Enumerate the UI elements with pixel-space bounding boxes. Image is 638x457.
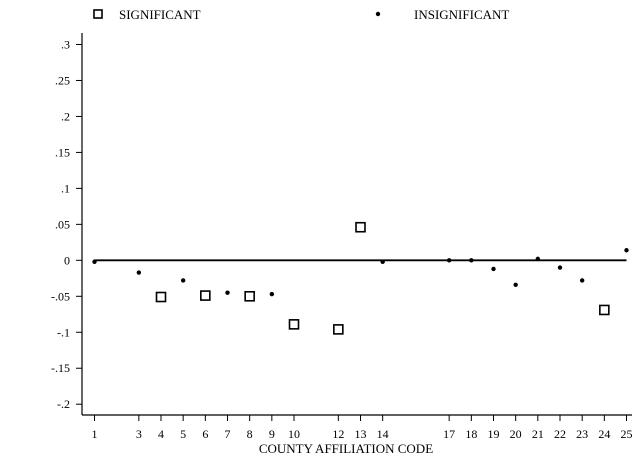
x-tick-label: 20	[510, 427, 522, 441]
y-tick-label: .1	[61, 181, 70, 195]
x-tick-label: 6	[202, 427, 208, 441]
x-tick-label: 1	[92, 427, 98, 441]
insignificant-point	[180, 278, 186, 283]
insignificant-point	[225, 290, 230, 295]
x-tick-label: 25	[621, 427, 633, 441]
y-tick-label: .05	[55, 217, 70, 231]
significant-point	[599, 304, 610, 316]
y-tick-label: -.1	[57, 325, 70, 339]
x-tick-label: 17	[443, 427, 455, 441]
x-axis-title: COUNTY AFFILIATION CODE	[259, 441, 433, 456]
x-tick-label: 21	[532, 427, 544, 441]
legend-label-insignificant: INSIGNIFICANT	[414, 7, 509, 22]
significant-point	[355, 221, 366, 233]
legend-square-icon	[93, 9, 103, 19]
x-axis-ticks: 1 3 4 5 6 7 8 9 10 12 13 14 17 18 19 20 21 22 23 24 25	[92, 415, 633, 441]
x-tick-label: 24	[598, 427, 610, 441]
insignificant-point	[624, 248, 629, 253]
x-tick-label: 14	[377, 427, 389, 441]
x-tick-label: 12	[332, 427, 344, 441]
insignificant-point	[491, 266, 496, 272]
x-tick-label: 5	[180, 427, 186, 441]
y-tick-label: .15	[55, 145, 70, 159]
insignificant-point	[579, 278, 585, 283]
x-tick-label: 9	[269, 427, 275, 441]
legend-dot-icon	[375, 11, 381, 17]
x-tick-label: 19	[488, 427, 500, 441]
significant-point	[155, 291, 167, 303]
x-tick-label: 8	[247, 427, 253, 441]
significant-point	[333, 324, 344, 335]
insignificant-point	[469, 258, 474, 263]
y-tick-label: 0	[64, 253, 70, 267]
insignificant-point	[557, 265, 563, 270]
y-axis-ticks: .3 .25 .2 .15 .1 .05 0 -.05 -.1 -.15 -.2	[51, 38, 82, 411]
legend: SIGNIFICANT INSIGNIFICANT	[93, 7, 509, 22]
x-tick-label: 23	[576, 427, 588, 441]
insignificant-point	[92, 259, 97, 264]
significant-point	[244, 290, 255, 302]
x-tick-label: 3	[136, 427, 142, 441]
insignificant-point	[446, 258, 452, 263]
y-tick-label: -.2	[57, 397, 70, 411]
y-tick-label: -.15	[51, 361, 70, 375]
x-tick-label: 10	[288, 427, 300, 441]
x-tick-label: 4	[158, 427, 164, 441]
significant-point	[288, 319, 300, 330]
x-tick-label: 18	[465, 427, 477, 441]
y-tick-label: .25	[55, 73, 70, 87]
legend-label-significant: SIGNIFICANT	[119, 7, 201, 22]
insignificant-point	[380, 259, 385, 264]
insignificant-point	[269, 291, 275, 297]
insignificant-point	[513, 282, 518, 287]
insignificant-point	[136, 270, 142, 275]
x-tick-label: 7	[225, 427, 231, 441]
x-tick-label: 22	[554, 427, 566, 441]
y-tick-label: .2	[61, 109, 70, 123]
insignificant-point	[535, 256, 541, 262]
y-tick-label: -.05	[51, 289, 70, 303]
data-points	[92, 221, 629, 335]
y-tick-label: .3	[61, 38, 70, 52]
x-tick-label: 13	[355, 427, 367, 441]
significant-point	[200, 290, 211, 301]
